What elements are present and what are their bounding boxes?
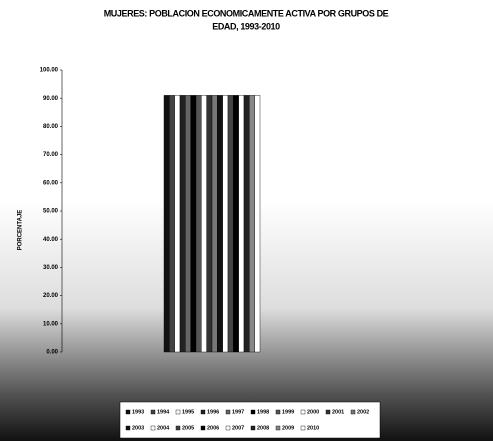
y-tick-label: 70.00 — [43, 152, 59, 158]
legend-swatch — [225, 409, 231, 415]
y-tick-label: 60.00 — [43, 180, 59, 186]
legend-swatch — [150, 425, 156, 431]
legend-label: 1994 — [157, 409, 170, 415]
y-tick-label: 80.00 — [43, 124, 59, 130]
legend-swatch — [250, 409, 256, 415]
legend-label: 1996 — [207, 409, 219, 415]
bar — [211, 95, 218, 353]
legend-label: 2009 — [282, 425, 294, 431]
bar — [195, 95, 202, 353]
legend-label: 2006 — [207, 425, 219, 431]
legend-swatch — [250, 425, 256, 431]
bar — [206, 95, 213, 353]
legend-swatch — [225, 425, 231, 431]
bar — [249, 95, 255, 353]
legend-label: 1998 — [257, 409, 269, 415]
legend-swatch — [175, 425, 181, 431]
legend-swatch — [325, 409, 331, 415]
legend-swatch — [125, 409, 131, 415]
bar — [190, 95, 197, 353]
legend-label: 2004 — [157, 425, 170, 431]
legend-swatch — [300, 409, 306, 415]
legend-swatch — [275, 409, 281, 415]
chart-title: EDAD, 1993-2010 — [212, 21, 280, 31]
legend-label: 2005 — [182, 425, 194, 431]
legend-swatch — [200, 425, 206, 431]
legend-box — [119, 401, 381, 439]
bar — [227, 95, 234, 353]
y-tick-label: 100.00 — [40, 68, 59, 74]
bar — [254, 95, 261, 353]
y-tick-label: 50.00 — [43, 209, 59, 215]
legend-label: 2003 — [132, 425, 144, 431]
y-tick-label: 10.00 — [43, 321, 59, 327]
y-tick-label: 30.00 — [43, 265, 59, 271]
y-tick-label: 90.00 — [43, 96, 59, 102]
legend-label: 2002 — [357, 409, 369, 415]
legend-swatch — [275, 425, 281, 431]
legend-swatch — [200, 409, 206, 415]
legend-label: 1993 — [132, 409, 144, 415]
legend-label: 2001 — [332, 409, 344, 415]
legend-swatch — [150, 409, 156, 415]
bar — [233, 95, 239, 353]
bar — [169, 95, 175, 353]
y-axis-label: PORCENTAJE — [18, 210, 24, 251]
legend-label: 2008 — [257, 425, 269, 431]
legend-swatch — [175, 409, 181, 415]
legend-swatch — [125, 425, 131, 431]
y-tick-label: 20.00 — [43, 293, 59, 299]
bar — [179, 95, 186, 353]
legend-label: 2007 — [232, 425, 244, 431]
chart-title: MUJERES: POBLACION ECONOMICAMENTE ACTIVA… — [104, 8, 389, 18]
y-tick-label: 40.00 — [43, 237, 59, 243]
bar — [174, 95, 181, 353]
bar — [243, 95, 250, 353]
y-tick-label: 0.00 — [46, 350, 58, 356]
legend-label: 2000 — [307, 409, 319, 415]
legend-label: 2010 — [307, 425, 319, 431]
bar — [185, 95, 191, 353]
legend-swatch — [350, 409, 356, 415]
legend-swatch — [300, 425, 306, 431]
bar — [163, 95, 170, 353]
legend-label: 1997 — [232, 409, 244, 415]
bar — [217, 95, 223, 353]
legend-label: 1995 — [182, 409, 194, 415]
legend-label: 1999 — [282, 409, 294, 415]
bar — [201, 95, 207, 353]
bar — [238, 95, 245, 353]
bar — [222, 95, 229, 353]
